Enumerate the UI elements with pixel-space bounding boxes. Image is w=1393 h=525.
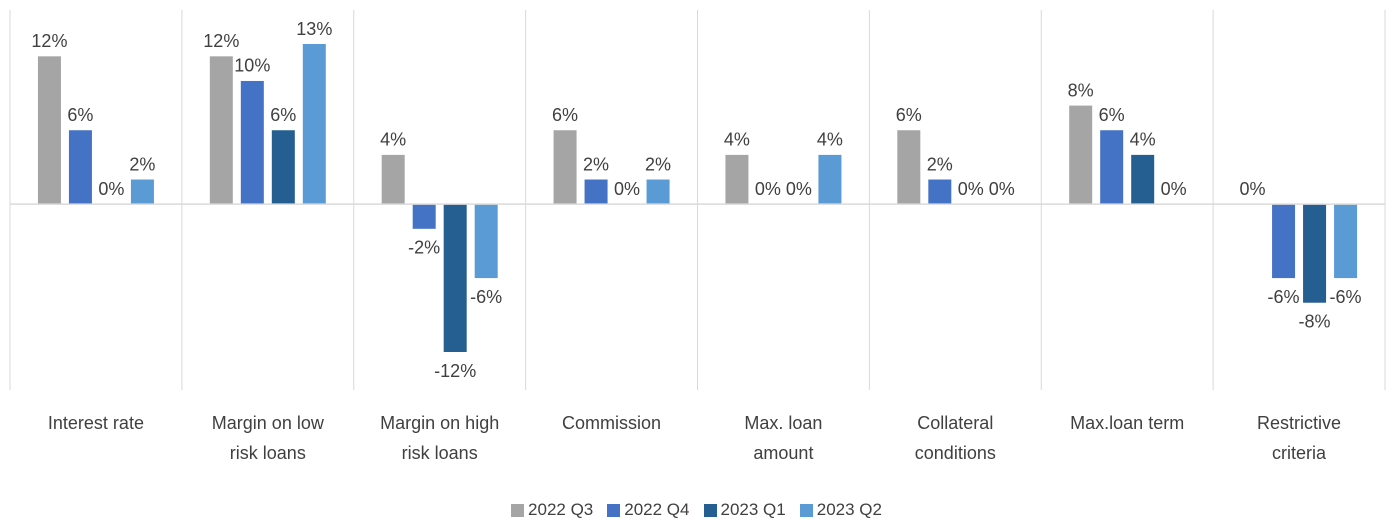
data-label: 4%: [724, 130, 750, 150]
legend-item: 2023 Q1: [703, 500, 786, 520]
data-label: 8%: [1068, 80, 1094, 100]
x-tick-label: Margin on high risk loans: [380, 413, 500, 463]
legend-label: 2022 Q3: [528, 500, 594, 519]
legend: 2022 Q3 2022 Q4 2023 Q1 2023 Q2: [0, 500, 1393, 520]
data-label: 2%: [129, 154, 155, 174]
x-tick-label: Restrictive criteria: [1257, 413, 1342, 463]
bar: [1303, 204, 1327, 303]
bar: [381, 154, 405, 205]
legend-label: 2022 Q4: [624, 500, 690, 519]
bar: [897, 130, 921, 205]
data-label: -6%: [470, 287, 502, 307]
data-label: 6%: [896, 105, 922, 125]
x-tick-label: Max.loan term: [1070, 413, 1185, 433]
data-label: 0%: [786, 179, 812, 199]
data-label: -8%: [1299, 311, 1331, 331]
data-label: 12%: [31, 31, 67, 51]
data-label: 2%: [583, 154, 609, 174]
bar: [240, 80, 264, 205]
plot-area: 12%6%0%2%12%10%6%13%4%-2%-12%-6%6%2%0%2%…: [9, 10, 1386, 390]
data-label: -6%: [1330, 287, 1362, 307]
legend-label: 2023 Q2: [816, 500, 882, 519]
bar: [302, 44, 326, 205]
bar: [1131, 154, 1155, 205]
data-label: 0%: [989, 179, 1015, 199]
data-label: 6%: [552, 105, 578, 125]
legend-swatch: [511, 503, 525, 517]
data-label: 2%: [927, 154, 953, 174]
legend-swatch: [703, 503, 717, 517]
data-label: 13%: [296, 19, 332, 39]
data-label: 2%: [645, 154, 671, 174]
data-label: 6%: [1099, 105, 1125, 125]
legend-item: 2023 Q2: [799, 500, 882, 520]
bar: [646, 179, 670, 205]
x-tick-label: Collateral conditions: [914, 413, 996, 463]
data-label: 4%: [380, 130, 406, 150]
data-label: 0%: [98, 179, 124, 199]
data-label: 0%: [755, 179, 781, 199]
legend-item: 2022 Q4: [607, 500, 690, 520]
bar: [1100, 130, 1124, 205]
bar: [818, 154, 842, 205]
data-label: 4%: [817, 130, 843, 150]
legend-swatch: [799, 503, 813, 517]
bar: [271, 130, 295, 205]
x-tick-label: Max. loan amount: [744, 413, 823, 463]
bar: [130, 179, 154, 205]
legend-label: 2023 Q1: [720, 500, 786, 519]
bar: [725, 154, 749, 205]
data-label: 0%: [958, 179, 984, 199]
data-label: 4%: [1130, 130, 1156, 150]
bar: [1334, 204, 1358, 279]
bar: [928, 179, 952, 205]
data-label: 6%: [67, 105, 93, 125]
x-tick-label: Margin on low risk loans: [211, 413, 324, 463]
bar: [1272, 204, 1296, 279]
data-label: -2%: [408, 238, 440, 258]
data-label: -6%: [1268, 287, 1300, 307]
bar: [68, 130, 92, 205]
data-label: 12%: [203, 31, 239, 51]
x-tick-label: Commission: [562, 413, 662, 433]
data-label: 10%: [234, 56, 270, 76]
data-label: 6%: [270, 105, 296, 125]
data-label: 0%: [614, 179, 640, 199]
bar: [37, 56, 61, 205]
x-tick-label: Interest rate: [47, 413, 144, 433]
bar: [584, 179, 608, 205]
bar: [1069, 105, 1093, 205]
bar: [553, 130, 577, 205]
bar: [474, 204, 498, 279]
bar: [209, 56, 233, 205]
data-label: -12%: [434, 361, 476, 381]
data-label: 0%: [1161, 179, 1187, 199]
legend-swatch: [607, 503, 621, 517]
bar: [412, 204, 436, 229]
bar: [443, 204, 467, 352]
legend-item: 2022 Q3: [511, 500, 593, 520]
data-label: 0%: [1240, 179, 1266, 199]
